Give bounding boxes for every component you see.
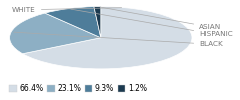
Text: WHITE: WHITE (12, 7, 122, 13)
Text: BLACK: BLACK (14, 32, 223, 47)
Text: ASIAN: ASIAN (100, 7, 222, 30)
Wedge shape (23, 7, 192, 69)
Wedge shape (94, 7, 101, 38)
Text: HISPANIC: HISPANIC (71, 9, 233, 37)
Wedge shape (45, 7, 101, 38)
Legend: 66.4%, 23.1%, 9.3%, 1.2%: 66.4%, 23.1%, 9.3%, 1.2% (6, 81, 150, 96)
Wedge shape (10, 13, 101, 54)
